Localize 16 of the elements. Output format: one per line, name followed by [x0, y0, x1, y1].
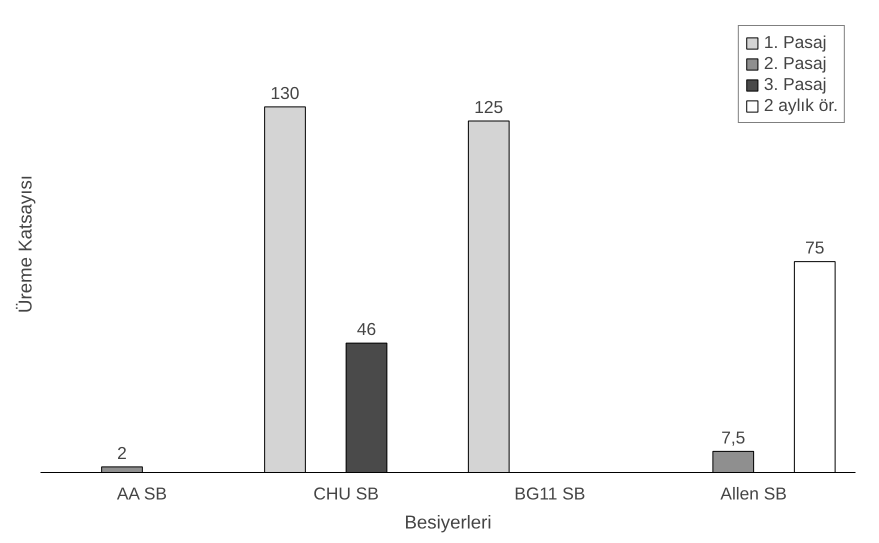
- x-axis-title: Besiyerleri: [404, 512, 492, 532]
- x-tick-label: AA SB: [116, 484, 167, 504]
- data-label: 2: [117, 442, 127, 463]
- legend-label: 2 aylık ör.: [764, 95, 838, 116]
- x-tick-label: Allen SB: [720, 484, 787, 504]
- legend-label: 2. Pasaj: [764, 53, 826, 74]
- data-label: 125: [474, 96, 504, 117]
- legend-label: 1. Pasaj: [764, 32, 826, 53]
- x-tick-label: CHU SB: [313, 484, 379, 504]
- legend-label: 3. Pasaj: [764, 74, 826, 95]
- x-tick-label: BG11 SB: [514, 484, 586, 504]
- data-label: 46: [356, 319, 376, 340]
- data-label: 75: [805, 238, 824, 258]
- data-label: 7,5: [721, 427, 746, 448]
- data-label: 130: [270, 82, 300, 103]
- y-axis-title: Üreme Katsayısı: [14, 175, 36, 313]
